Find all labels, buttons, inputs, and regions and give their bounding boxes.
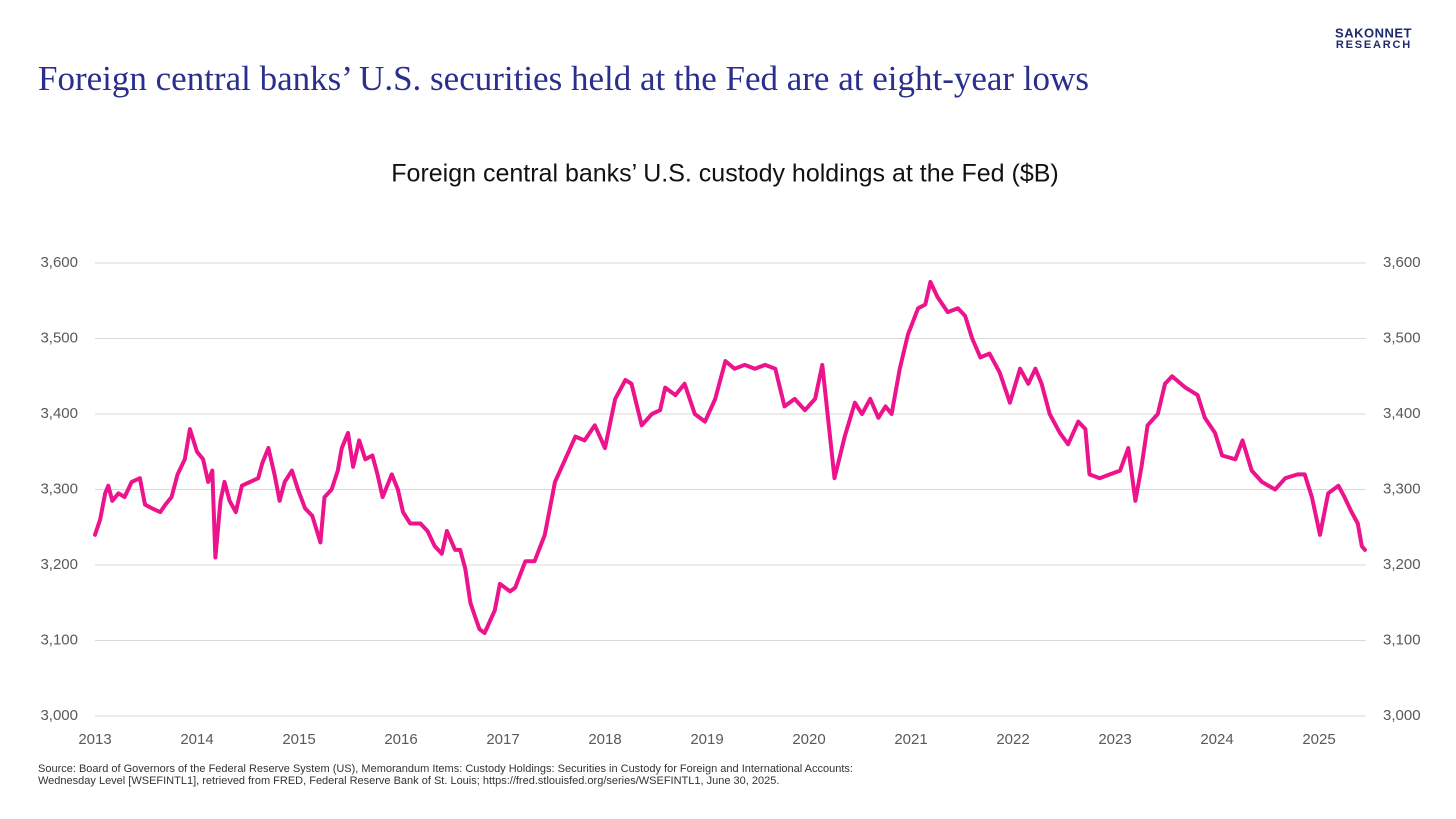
y2-tick-label: 3,500 [1383,329,1421,346]
x-tick-label: 2017 [486,731,519,748]
y2-tick-label: 3,200 [1383,556,1421,573]
x-tick-label: 2014 [180,731,213,748]
y-tick-label: 3,600 [40,254,78,271]
y2-tick-label: 3,000 [1383,707,1421,724]
x-tick-label: 2024 [1200,731,1233,748]
x-tick-label: 2021 [894,731,927,748]
y2-tick-label: 3,400 [1383,405,1421,422]
x-tick-label: 2016 [384,731,417,748]
source-line: Wednesday Level [WSEFINTL1], retrieved f… [38,775,779,787]
y-tick-label: 3,000 [40,707,78,724]
y2-tick-label: 3,600 [1383,254,1421,271]
y-tick-label: 3,500 [40,329,78,346]
source-line: Source: Board of Governors of the Federa… [38,763,853,775]
x-tick-label: 2018 [588,731,621,748]
x-tick-label: 2013 [78,731,111,748]
x-tick-label: 2015 [282,731,315,748]
y2-tick-label: 3,300 [1383,480,1421,497]
brand-line: RESEARCH [1336,39,1412,51]
y-tick-label: 3,400 [40,405,78,422]
x-tick-label: 2019 [690,731,723,748]
chart-title: Foreign central banks’ U.S. custody hold… [391,160,1058,188]
y-tick-label: 3,300 [40,480,78,497]
x-tick-label: 2020 [792,731,825,748]
brand-line: SAKONNET [1335,25,1412,40]
headline: Foreign central banks’ U.S. securities h… [38,59,1089,98]
y-tick-label: 3,100 [40,631,78,648]
x-tick-label: 2025 [1302,731,1335,748]
data-line [93,279,1367,635]
y2-tick-label: 3,100 [1383,631,1421,648]
y-tick-label: 3,200 [40,556,78,573]
x-tick-label: 2022 [996,731,1029,748]
x-tick-label: 2023 [1098,731,1131,748]
